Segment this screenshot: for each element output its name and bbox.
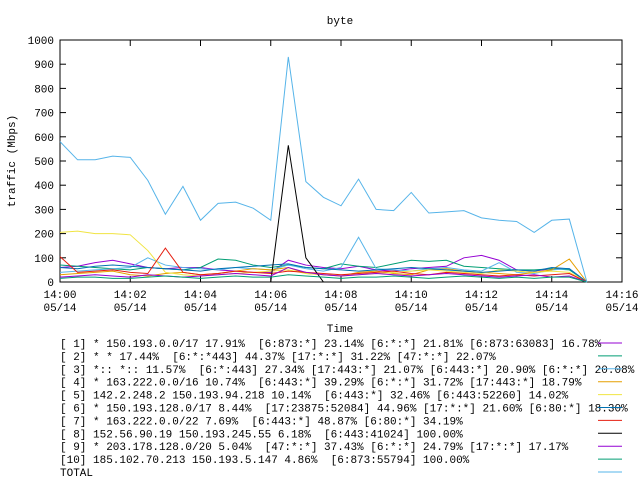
series-line [59,263,588,283]
y-tick-label: 100 [34,254,54,266]
legend-label: [10] 185.102.70.213 150.193.5.147 4.86% … [60,455,470,467]
series-line [59,236,588,283]
x-tick-label: 14:16 05/14 [605,290,638,315]
chart-title: byte [327,16,353,28]
y-tick-label: 1000 [28,36,54,48]
y-tick-label: 400 [34,181,54,193]
x-tick-label: 14:12 05/14 [465,290,498,315]
legend-label: [ 7] * 163.222.0.0/22 7.69% [6:443:*] 48… [60,416,463,428]
y-tick-label: 800 [34,84,54,96]
x-tick-label: 14:08 05/14 [324,290,357,315]
legend-label: [ 3] *:: *:: 11.57% [6:*:443] 27.34% [17… [60,365,635,377]
legend-label: [ 6] * 150.193.128.0/17 8.44% [17:23875:… [60,404,628,416]
legend-label: [ 1] * 150.193.0.0/17 17.91% [6:873:*] 2… [60,339,602,351]
y-tick-label: 900 [34,60,54,72]
y-tick-label: 0 [47,278,54,290]
x-tick-label: 14:00 05/14 [43,290,76,315]
legend-label: TOTAL [60,468,93,480]
series-line [60,145,587,283]
y-tick-label: 300 [34,205,54,217]
x-axis-label: Time [327,324,353,336]
y-tick-label: 200 [34,230,54,242]
x-tick-label: 14:04 05/14 [184,290,217,315]
x-tick-label: 14:02 05/14 [114,290,147,315]
y-tick-label: 700 [34,109,54,121]
plot-frame [59,39,623,283]
legend-label: [ 8] 152.56.90.19 150.193.245.55 6.18% [… [60,429,463,441]
legend-label: [ 9] * 203.178.128.0/20 5.04% [47:*:*] 3… [60,442,569,454]
series-line [59,56,588,283]
series-line [59,266,588,283]
y-axis-label: traffic (Mbps) [7,115,19,207]
y-tick-label: 600 [34,133,54,145]
x-tick-label: 14:10 05/14 [395,290,428,315]
series-line [59,247,588,283]
legend-label: [ 5] 142.2.248.2 150.193.94.218 10.14% [… [60,391,569,403]
legend-label: [ 2] * * 17.44% [6:*:*443] 44.37% [17:*:… [60,352,496,364]
y-tick-label: 500 [34,157,54,169]
series-line [59,274,588,283]
legend-label: [ 4] * 163.222.0.0/16 10.74% [6:443:*] 3… [60,378,582,390]
x-tick-label: 14:14 05/14 [535,290,568,315]
x-tick-label: 14:06 05/14 [254,290,287,315]
